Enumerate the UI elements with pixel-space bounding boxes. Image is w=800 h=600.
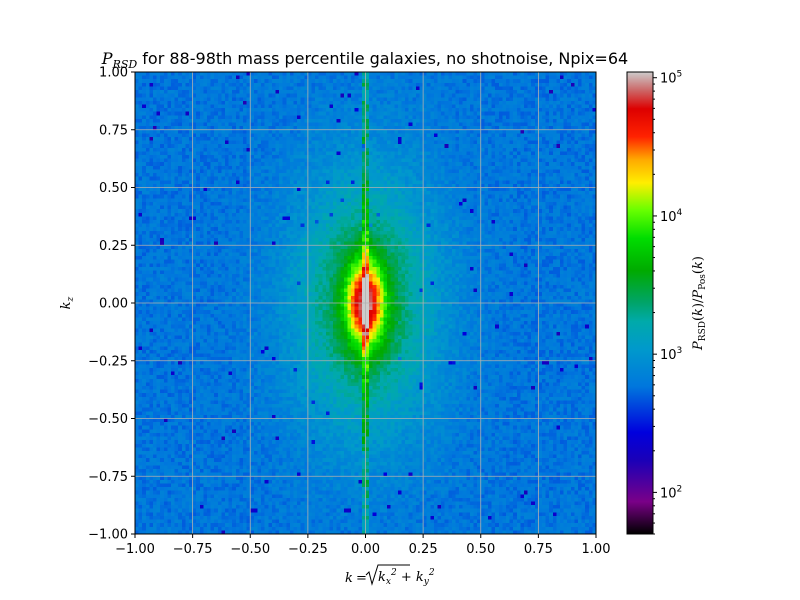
x-tick-label: −0.50 xyxy=(230,542,270,557)
x-axis-label-kx: kx2 + ky2 xyxy=(378,568,435,587)
y-axis-ticks: 1.00 0.75 0.50 0.25 0.00 −0.25 −0.50 −0.75 −1.00 xyxy=(88,66,135,543)
y-tick-label: −0.75 xyxy=(88,470,128,485)
y-tick-label: 1.00 xyxy=(99,66,128,81)
chart-title: PRSD for 88-98th mass percentile galaxie… xyxy=(101,49,628,71)
x-tick-label: 0.75 xyxy=(524,542,553,557)
x-axis-ticks: −1.00 −0.75 −0.50 −0.25 0.00 0.25 0.50 0.75 1.00 xyxy=(115,534,610,557)
y-tick-label: 0.75 xyxy=(99,123,128,138)
y-tick-label: −1.00 xyxy=(88,528,128,543)
x-tick-label: −1.00 xyxy=(115,542,155,557)
y-axis-label: kz xyxy=(59,296,76,309)
x-tick-label: 0.00 xyxy=(351,542,380,557)
y-tick-label: −0.25 xyxy=(88,354,128,369)
y-tick-label: 0.50 xyxy=(99,181,128,196)
colorbar-tick-label: 104 xyxy=(660,208,683,225)
x-axis-label-k: k xyxy=(345,571,353,586)
y-tick-label: 0.25 xyxy=(99,239,128,254)
y-tick-label: 0.00 xyxy=(99,297,128,312)
x-tick-label: −0.25 xyxy=(288,542,328,557)
y-tick-label: −0.50 xyxy=(88,412,128,427)
x-axis-label: k = kx2 + ky2 xyxy=(345,564,435,587)
x-tick-label: 0.50 xyxy=(466,542,495,557)
x-tick-label: 0.25 xyxy=(409,542,438,557)
colorbar-ticks: 102 103 104 105 xyxy=(653,70,683,535)
x-tick-label: 1.00 xyxy=(582,542,611,557)
x-axis-label-eq: = xyxy=(356,571,367,586)
colorbar-tick-label: 103 xyxy=(660,346,682,363)
colorbar-tick-label: 105 xyxy=(660,70,682,87)
sqrt-sign xyxy=(365,564,410,586)
x-tick-label: −0.75 xyxy=(173,542,213,557)
colorbar-label: PRSD(k)/PPos(k) xyxy=(691,256,708,351)
colorbar-tick-label: 102 xyxy=(660,484,682,501)
colorbar xyxy=(626,71,654,535)
